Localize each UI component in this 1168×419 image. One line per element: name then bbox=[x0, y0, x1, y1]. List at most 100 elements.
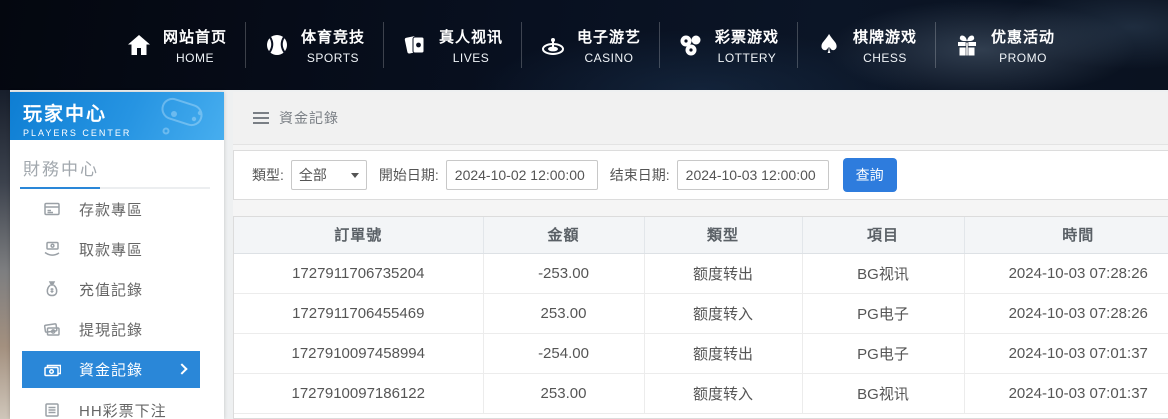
sidebar-item-label: HH彩票下注 bbox=[79, 402, 167, 419]
start-date-label: 開始日期: bbox=[378, 167, 439, 183]
type-select-value: 全部 bbox=[298, 167, 327, 183]
end-date-input[interactable] bbox=[676, 160, 829, 190]
query-button[interactable]: 查詢 bbox=[842, 158, 897, 192]
table-row: 1727910097186122 253.00 额度转入 BG视讯 2024-1… bbox=[234, 373, 1168, 414]
nav-item-lives[interactable]: 真人视讯 LIVES bbox=[384, 16, 521, 74]
cell-item: PG电子 bbox=[802, 293, 965, 334]
main-content: 資金記錄 類型: 全部 開始日期: 结束日期: 查詢 訂單號 金額 類型 項目 … bbox=[233, 92, 1168, 419]
start-date-input[interactable] bbox=[445, 160, 598, 190]
home-icon bbox=[126, 32, 152, 58]
cell-time: 2024-10-03 07:01:37 bbox=[964, 333, 1168, 374]
cell-order-no: 1727911706735204 bbox=[234, 253, 484, 294]
sidebar-item-deposit-area[interactable]: 存款專區 bbox=[10, 189, 224, 229]
filter-panel: 類型: 全部 開始日期: 结束日期: 查詢 bbox=[233, 150, 1168, 200]
cell-item: BG视讯 bbox=[802, 373, 965, 414]
sports-ball-icon bbox=[264, 32, 290, 58]
sidebar-item-withdraw-area[interactable]: 取款專區 bbox=[10, 229, 224, 269]
nav-label-zh: 棋牌游戏 bbox=[852, 28, 917, 46]
breadcrumb: 資金記錄 bbox=[233, 92, 1168, 145]
table-row: 1727911706735204 -253.00 额度转出 BG视讯 2024-… bbox=[234, 253, 1168, 294]
cell-order-no: 1727910097458994 bbox=[234, 333, 484, 374]
nav-label-zh: 体育竞技 bbox=[300, 28, 365, 46]
table-header-row: 訂單號 金額 類型 項目 時間 bbox=[234, 217, 1168, 254]
type-label: 類型: bbox=[252, 167, 284, 183]
top-navigation: 网站首页 HOME 体育竞技 SPORTS 真人视讯 LIVES 电子游艺 CASINO… bbox=[0, 0, 1168, 90]
nav-label-en: CASINO bbox=[584, 50, 634, 65]
menu-icon[interactable] bbox=[253, 117, 269, 119]
column-header-amount: 金額 bbox=[483, 217, 645, 254]
cell-type: 额度转出 bbox=[644, 253, 803, 294]
nav-item-sports[interactable]: 体育竞技 SPORTS bbox=[246, 16, 383, 74]
nav-label-en: CHESS bbox=[863, 50, 907, 65]
cell-type: 额度转出 bbox=[644, 333, 803, 374]
column-header-item: 項目 bbox=[802, 217, 965, 254]
spade-icon: ♠ bbox=[817, 30, 841, 60]
column-header-time: 時間 bbox=[964, 217, 1168, 254]
gift-icon bbox=[954, 32, 980, 58]
gamepad-icon bbox=[154, 96, 216, 140]
cell-type: 额度转入 bbox=[644, 293, 803, 334]
nav-item-casino[interactable]: 电子游艺 CASINO bbox=[522, 16, 659, 74]
withdraw-hand-icon bbox=[43, 240, 61, 258]
sidebar-item-label: 充值記錄 bbox=[79, 281, 144, 299]
lottery-bet-list-icon bbox=[43, 401, 61, 419]
nav-label-zh: 彩票游戏 bbox=[714, 28, 779, 46]
cell-time: 2024-10-03 07:28:26 bbox=[964, 293, 1168, 334]
sidebar-item-label: 提現記錄 bbox=[79, 321, 144, 339]
sidebar-section-title: 財務中心 bbox=[10, 140, 224, 189]
nav-item-promo[interactable]: 优惠活动 PROMO bbox=[936, 16, 1073, 74]
sidebar-item-label: 取款專區 bbox=[79, 241, 144, 259]
sidebar-subtitle: PLAYERS CENTER bbox=[23, 128, 132, 138]
nav-divider bbox=[521, 22, 522, 68]
cell-time: 2024-10-03 07:01:37 bbox=[964, 373, 1168, 414]
column-header-order-no: 訂單號 bbox=[234, 217, 484, 254]
lottery-balls-icon bbox=[678, 32, 704, 58]
sidebar-item-withdrawal-records[interactable]: 提現記錄 bbox=[10, 309, 224, 349]
funds-records-table-panel: 訂單號 金額 類型 項目 時間 1727911706735204 -253.00… bbox=[233, 216, 1168, 419]
nav-label-en: PROMO bbox=[999, 50, 1047, 65]
nav-label-en: SPORTS bbox=[306, 50, 360, 65]
cell-amount: 253.00 bbox=[483, 373, 645, 414]
cell-item: PG电子 bbox=[802, 333, 965, 374]
cell-type: 额度转入 bbox=[644, 373, 803, 414]
cell-amount: 253.00 bbox=[483, 293, 645, 334]
nav-divider bbox=[797, 22, 798, 68]
chevron-down-icon bbox=[350, 172, 359, 178]
players-center-sidebar: 玩家中心 PLAYERS CENTER 財務中心 存款專區 取款專區 充值記錄 bbox=[10, 92, 224, 419]
sidebar-item-hh-lottery-bets[interactable]: HH彩票下注 bbox=[10, 390, 224, 419]
deposit-icon bbox=[43, 200, 61, 218]
table-row: 1727911706455469 253.00 额度转入 PG电子 2024-1… bbox=[234, 293, 1168, 334]
table-row: 1727910097458994 -254.00 额度转出 PG电子 2024-… bbox=[234, 333, 1168, 374]
funds-record-icon bbox=[43, 361, 62, 379]
type-select[interactable]: 全部 bbox=[290, 160, 367, 190]
nav-item-chess[interactable]: ♠ 棋牌游戏 CHESS bbox=[798, 16, 935, 74]
nav-divider bbox=[383, 22, 384, 68]
funds-records-table: 訂單號 金額 類型 項目 時間 1727911706735204 -253.00… bbox=[234, 217, 1168, 414]
cell-amount: -254.00 bbox=[483, 333, 645, 374]
chevron-right-icon bbox=[176, 363, 188, 375]
moneybag-icon bbox=[43, 280, 61, 298]
cash-notes-icon bbox=[43, 320, 61, 338]
sidebar-header: 玩家中心 PLAYERS CENTER bbox=[10, 92, 224, 140]
sidebar-title: 玩家中心 bbox=[23, 104, 108, 125]
nav-divider bbox=[245, 22, 246, 68]
page-title: 資金記錄 bbox=[279, 110, 339, 126]
sidebar-item-recharge-records[interactable]: 充值記錄 bbox=[10, 269, 224, 309]
nav-label-zh: 优惠活动 bbox=[990, 28, 1055, 46]
nav-item-lottery[interactable]: 彩票游戏 LOTTERY bbox=[660, 16, 797, 74]
cell-item: BG视讯 bbox=[802, 253, 965, 294]
nav-label-en: HOME bbox=[175, 50, 214, 65]
sidebar-item-funds-records[interactable]: 資金記錄 bbox=[22, 351, 200, 388]
nav-label-en: LOTTERY bbox=[717, 50, 777, 65]
column-header-type: 類型 bbox=[644, 217, 803, 254]
nav-item-home[interactable]: 网站首页 HOME bbox=[108, 16, 245, 74]
nav-divider bbox=[659, 22, 660, 68]
nav-label-zh: 真人视讯 bbox=[438, 28, 503, 46]
nav-label-zh: 电子游艺 bbox=[576, 28, 641, 46]
nav-label-en: LIVES bbox=[452, 50, 490, 65]
sidebar-item-label: 資金記錄 bbox=[79, 362, 144, 379]
cell-amount: -253.00 bbox=[483, 253, 645, 294]
cell-time: 2024-10-03 07:28:26 bbox=[964, 253, 1168, 294]
cell-order-no: 1727910097186122 bbox=[234, 373, 484, 414]
sidebar-item-label: 存款專區 bbox=[79, 201, 144, 219]
